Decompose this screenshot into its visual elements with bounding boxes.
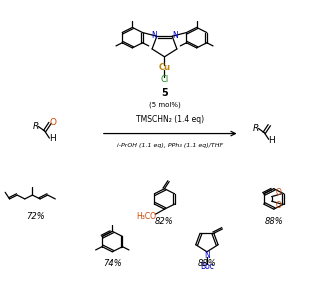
Text: O: O <box>49 118 56 127</box>
Text: H₃CO: H₃CO <box>137 212 157 221</box>
Text: O: O <box>275 201 281 210</box>
Text: TMSCHN₂ (1.4 eq): TMSCHN₂ (1.4 eq) <box>136 115 204 125</box>
Text: (5 mol%): (5 mol%) <box>149 101 180 108</box>
Text: 82%: 82% <box>155 217 174 226</box>
Text: Boc: Boc <box>200 262 214 271</box>
Text: 74%: 74% <box>103 259 122 268</box>
Text: N: N <box>151 31 157 40</box>
Text: N: N <box>204 251 210 260</box>
Text: H: H <box>268 136 275 145</box>
Text: 72%: 72% <box>26 212 45 221</box>
Text: R: R <box>33 122 39 131</box>
Text: N: N <box>172 31 178 40</box>
Text: 88%: 88% <box>197 259 216 268</box>
Text: i-PrOH (1.1 eq), PPh₃ (1.1 eq)/THF: i-PrOH (1.1 eq), PPh₃ (1.1 eq)/THF <box>117 143 223 148</box>
Text: Cu: Cu <box>159 63 170 72</box>
Text: 88%: 88% <box>265 217 283 226</box>
Text: H: H <box>49 134 56 144</box>
Text: O: O <box>275 188 281 197</box>
Text: Cl: Cl <box>160 75 169 84</box>
Text: R: R <box>253 124 259 133</box>
Text: 5: 5 <box>161 88 168 98</box>
